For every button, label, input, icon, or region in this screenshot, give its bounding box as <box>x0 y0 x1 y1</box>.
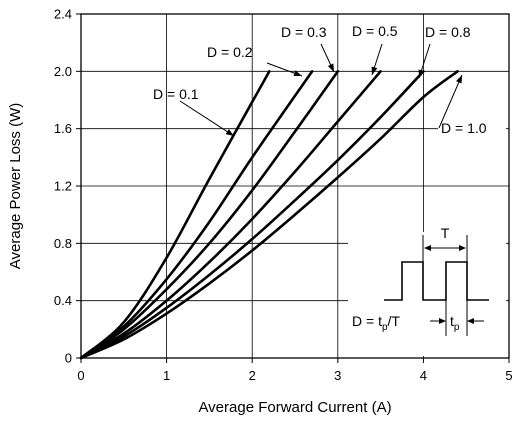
series-arrowhead <box>225 129 234 136</box>
series-lines <box>79 70 459 360</box>
y-tick-label: 1.6 <box>54 121 72 136</box>
x-tick-label: 1 <box>163 368 170 383</box>
series-line <box>79 70 314 360</box>
y-axis-title: Average Power Loss (W) <box>7 103 24 269</box>
series-arrowhead <box>371 66 378 75</box>
duty-cycle-inset: T D = tp/T tp <box>348 225 506 356</box>
series-line <box>79 70 459 360</box>
pulse-waveform <box>384 261 489 301</box>
inset-background <box>348 232 506 356</box>
series-arrowhead <box>327 63 334 72</box>
series-label: D = 0.5 <box>352 23 398 39</box>
series-line <box>79 70 340 360</box>
period-label: T <box>441 225 450 241</box>
pulse-width-subscript: p <box>454 322 460 333</box>
x-tick-label: 4 <box>420 368 427 383</box>
series-labels: D = 0.1 D = 0.2 D = 0.3 D = 0.5 D = 0.8 D = 1… <box>153 23 506 137</box>
x-tick-label: 0 <box>77 368 84 383</box>
series-label: D = 0.3 <box>281 24 327 40</box>
axis-ticks: 0 1 2 3 4 5 0 0.4 0.8 1.2 1.6 2.0 2.4 <box>54 7 512 384</box>
duty-formula-tail: /T <box>388 313 401 329</box>
period-arrowhead-right <box>459 245 466 251</box>
period-arrowhead-left <box>424 245 431 251</box>
y-tick-label: 2.0 <box>54 64 72 79</box>
series-label: D = 0.2 <box>207 44 253 60</box>
pulse-width-label: tp <box>450 313 460 333</box>
series-line <box>79 70 382 360</box>
duty-formula-subscript: p <box>382 322 388 333</box>
series-line <box>79 70 425 360</box>
series-arrowhead <box>293 70 302 77</box>
series-leader <box>438 74 463 129</box>
x-tick-label: 5 <box>505 368 512 383</box>
series-leader <box>179 100 235 137</box>
x-tick-label: 3 <box>334 368 341 383</box>
pulse-arrowhead-left <box>439 318 446 324</box>
y-tick-label: 0 <box>65 351 72 366</box>
duty-formula: D = tp/T <box>352 313 400 333</box>
series-label: D = 1.0 <box>441 120 487 136</box>
series-label: D = 0.1 <box>153 86 199 102</box>
series-arrowhead <box>456 75 462 84</box>
y-tick-label: 1.2 <box>54 179 72 194</box>
series-label: D = 0.8 <box>425 24 471 40</box>
x-tick-label: 2 <box>249 368 256 383</box>
y-tick-label: 2.4 <box>54 7 72 22</box>
series-arrowhead <box>418 69 425 78</box>
y-tick-label: 0.4 <box>54 293 72 308</box>
x-axis-title: Average Forward Current (A) <box>198 399 391 416</box>
pulse-arrowhead-right <box>467 318 474 324</box>
label-backing <box>438 120 506 137</box>
y-tick-label: 0.8 <box>54 236 72 251</box>
series-line <box>79 70 271 360</box>
